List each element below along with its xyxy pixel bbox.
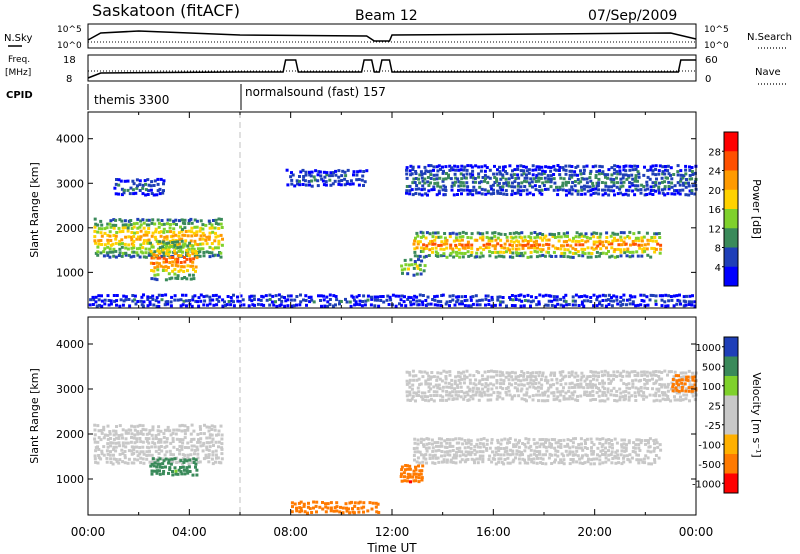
scatter-block <box>412 437 663 466</box>
colorbar-segment <box>724 434 738 455</box>
colorbar-segment <box>724 395 738 416</box>
colorbar-tick-label: -25 <box>705 421 721 432</box>
colorbar-label: Power [dB] <box>750 179 763 239</box>
y-tick-label: 3000 <box>56 177 84 190</box>
cpid-segment: themis 3300 <box>94 93 169 107</box>
scatter-block <box>412 230 663 259</box>
scatter-block <box>285 168 369 188</box>
colorbar-segment <box>724 209 738 229</box>
scatter-block <box>149 457 199 477</box>
scatter-block <box>93 423 224 466</box>
colorbar-tick-label: 28 <box>708 147 721 158</box>
colorbar-tick-label: 100 <box>702 382 721 393</box>
colorbar-tick-label: 1000 <box>696 343 721 354</box>
y-axis-label: Slant Range [km] <box>28 162 41 258</box>
time-axis-title: Time UT <box>366 541 417 554</box>
cpid-row: themis 3300 normalsound (fast) 157 <box>87 84 386 110</box>
cpid-segment: normalsound (fast) 157 <box>245 85 386 99</box>
colorbar-tick-label: -500 <box>698 460 721 471</box>
nsearch-label: N.Search <box>747 32 792 43</box>
colorbar-segment <box>724 151 738 171</box>
scatter-block <box>149 239 199 282</box>
colorbar-tick-label: 20 <box>708 186 721 197</box>
colorbar-segment <box>724 337 738 357</box>
beam-title: Beam 12 <box>355 8 418 24</box>
y-tick-label: 2000 <box>56 428 84 441</box>
nsearch-tick-top: 10^5 <box>704 25 729 35</box>
scatter-block <box>400 258 427 277</box>
scatter-block <box>399 464 425 484</box>
colorbar-segment <box>724 266 738 287</box>
colorbar-segment <box>724 473 738 494</box>
colorbar-tick-label: -1000 <box>692 479 721 490</box>
y-axis-label: Slant Range [km] <box>28 368 41 464</box>
nsky-label: N.Sky <box>4 33 32 44</box>
scatter-block <box>405 164 698 197</box>
freq-label: Freq. <box>8 55 30 65</box>
sky-search-panel <box>87 23 697 49</box>
nsky-trace <box>87 30 697 42</box>
nave-tick-top: 60 <box>705 55 718 66</box>
y-tick-label: 1000 <box>56 266 84 279</box>
scatter-block <box>671 374 698 393</box>
freq-tick-bottom: 8 <box>66 74 72 85</box>
colorbar-segment <box>724 170 738 191</box>
velocity-panel: 1000 2000 3000 4000 Slant Range [km] 1000 500 1… <box>28 316 763 516</box>
x-tick-label: 12:00 <box>375 525 410 539</box>
colorbar-segment <box>724 189 738 210</box>
colorbar-segment <box>724 415 738 435</box>
nsky-tick-bottom: 10^0 <box>57 41 82 51</box>
power-panel: 1000 2000 3000 4000 Slant Range [km] 4 8 12 16 20… <box>28 111 763 309</box>
station-title: Saskatoon (fitACF) <box>92 1 240 20</box>
x-tick-label: 16:00 <box>476 525 511 539</box>
colorbar-segment <box>724 228 738 248</box>
colorbar-tick-label: 12 <box>708 224 721 235</box>
colorbar-frame <box>723 336 739 494</box>
colorbar-segment <box>724 132 738 152</box>
colorbar-tick-label: 16 <box>708 205 721 216</box>
x-tick-label: 00:00 <box>679 525 714 539</box>
freq-tick-top: 18 <box>63 55 76 66</box>
colorbar-segment <box>724 376 738 396</box>
freq-trace <box>87 59 696 79</box>
date-title: 07/Sep/2009 <box>588 8 677 24</box>
nave-tick-bottom: 0 <box>705 74 711 85</box>
nsearch-tick-bottom: 10^0 <box>704 41 729 51</box>
y-tick-label: 4000 <box>56 338 84 351</box>
colorbar-tick-label: 24 <box>708 167 721 178</box>
y-tick-label: 3000 <box>56 383 84 396</box>
colorbar-tick-label: 8 <box>715 244 721 255</box>
x-tick-label: 04:00 <box>172 525 207 539</box>
colorbar-tick-label: 25 <box>708 401 721 412</box>
y-tick-label: 1000 <box>56 473 84 486</box>
x-tick-label: 08:00 <box>273 525 308 539</box>
colorbar-tick-label: 4 <box>715 263 721 274</box>
time-axis: 00:00 04:00 08:00 12:00 16:00 20:00 00:00 <box>71 525 714 539</box>
scatter-block <box>113 177 166 197</box>
colorbar-segment <box>724 247 738 268</box>
scatter-block <box>290 500 381 515</box>
colorbar-tick-label: 500 <box>702 362 721 373</box>
panel-frame <box>87 316 697 516</box>
scatter-block <box>88 293 697 308</box>
nave-label: Nave <box>755 67 781 78</box>
y-tick-label: 2000 <box>56 222 84 235</box>
x-tick-label: 20:00 <box>577 525 612 539</box>
freq-nave-panel <box>87 54 697 82</box>
colorbar-segment <box>724 356 738 377</box>
scatter-block <box>405 369 698 403</box>
x-tick-label: 00:00 <box>71 525 106 539</box>
cpid-label: CPID <box>6 90 33 101</box>
colorbar-label: Velocity [m s⁻¹] <box>750 372 763 457</box>
nsky-tick-top: 10^5 <box>57 25 82 35</box>
colorbar-tick-label: -100 <box>698 440 721 451</box>
freq-unit: [MHz] <box>5 68 31 78</box>
colorbar-segment <box>724 454 738 474</box>
y-tick-label: 4000 <box>56 133 84 146</box>
